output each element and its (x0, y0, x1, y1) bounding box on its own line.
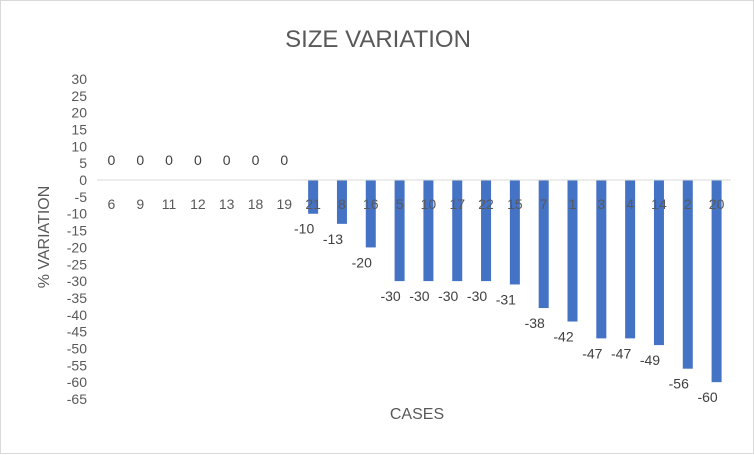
y-tick-label: 30 (71, 71, 87, 87)
y-tick-label: -15 (67, 223, 87, 239)
bar (394, 180, 405, 282)
category-label: 1 (569, 196, 577, 212)
category-label: 5 (396, 196, 404, 212)
data-label: -47 (611, 345, 631, 361)
data-label: 0 (280, 152, 288, 168)
y-tick-label: 5 (79, 155, 87, 171)
data-label: -30 (438, 288, 458, 304)
bar (365, 180, 376, 248)
category-label: 19 (277, 196, 293, 212)
data-label: -30 (467, 288, 487, 304)
data-label: 0 (108, 152, 116, 168)
y-axis-title: % VARIATION (36, 186, 53, 289)
bar (682, 180, 693, 369)
category-label: 6 (108, 196, 116, 212)
y-tick-label: 25 (71, 88, 87, 104)
data-label: 0 (194, 152, 202, 168)
category-label: 4 (626, 196, 634, 212)
data-label: -56 (669, 376, 689, 392)
data-label: -13 (323, 231, 343, 247)
bar (336, 180, 347, 224)
data-label: -49 (640, 352, 660, 368)
y-tick-label: 20 (71, 105, 87, 121)
bar (481, 180, 492, 282)
category-label: 18 (248, 196, 264, 212)
bar (625, 180, 636, 339)
y-tick-label: -30 (67, 273, 87, 289)
bar (538, 180, 549, 309)
data-label: 0 (136, 152, 144, 168)
data-label: -42 (553, 329, 573, 345)
y-tick-label: -20 (67, 239, 87, 255)
y-tick-label: -5 (75, 189, 88, 205)
bar (452, 180, 463, 282)
bar (567, 180, 578, 322)
data-label: -31 (496, 291, 516, 307)
data-label: -20 (352, 254, 372, 270)
y-tick-label: -45 (67, 324, 87, 340)
x-axis: 6 9 11 12 13 18 19 21 8 16 5 10 17 22 15 7 1 3 4 14 2 20 (97, 179, 731, 212)
data-label: 0 (252, 152, 260, 168)
bar (423, 180, 434, 282)
data-label: 0 (165, 152, 173, 168)
data-label: -47 (582, 345, 602, 361)
data-label: -30 (409, 288, 429, 304)
data-label: -10 (294, 221, 314, 237)
category-label: 15 (507, 196, 523, 212)
y-tick-label: -25 (67, 256, 87, 272)
category-label: 3 (597, 196, 605, 212)
category-label: 17 (449, 196, 465, 212)
bar-series: 0 0 0 0 0 0 0 -10 -13 -20 -30 -30 -30 -30 -31 -38 -42 -47… (108, 152, 722, 405)
category-label: 14 (651, 196, 667, 212)
category-label: 20 (709, 196, 725, 212)
y-tick-label: 15 (71, 122, 87, 138)
y-tick-label: -60 (67, 374, 87, 390)
y-tick-label: -35 (67, 290, 87, 306)
y-axis: 302520151050-5-10-15-20-25-30-35-40-45-5… (67, 71, 87, 407)
data-label: -38 (525, 315, 545, 331)
bar (308, 180, 319, 214)
y-tick-label: 10 (71, 138, 87, 154)
category-label: 13 (219, 196, 235, 212)
bar (653, 180, 664, 346)
data-label: -30 (380, 288, 400, 304)
data-label: -60 (697, 389, 717, 405)
x-axis-title: CASES (390, 406, 444, 423)
category-label: 21 (305, 196, 321, 212)
bar (596, 180, 607, 339)
category-label: 9 (136, 196, 144, 212)
y-tick-label: 0 (79, 172, 87, 188)
y-tick-label: -10 (67, 206, 87, 222)
y-tick-label: -65 (67, 391, 87, 407)
category-label: 16 (363, 196, 379, 212)
y-tick-label: -50 (67, 340, 87, 356)
category-label: 2 (684, 196, 692, 212)
data-label: 0 (223, 152, 231, 168)
category-label: 7 (540, 196, 548, 212)
category-label: 22 (478, 196, 494, 212)
category-label: 11 (162, 196, 177, 212)
category-label: 12 (190, 196, 206, 212)
chart-title: SIZE VARIATION (285, 26, 471, 53)
category-label: 8 (338, 196, 346, 212)
category-label: 10 (421, 196, 437, 212)
bar (509, 180, 520, 285)
y-tick-label: -40 (67, 307, 87, 323)
y-tick-label: -55 (67, 357, 87, 373)
bar (711, 180, 722, 383)
